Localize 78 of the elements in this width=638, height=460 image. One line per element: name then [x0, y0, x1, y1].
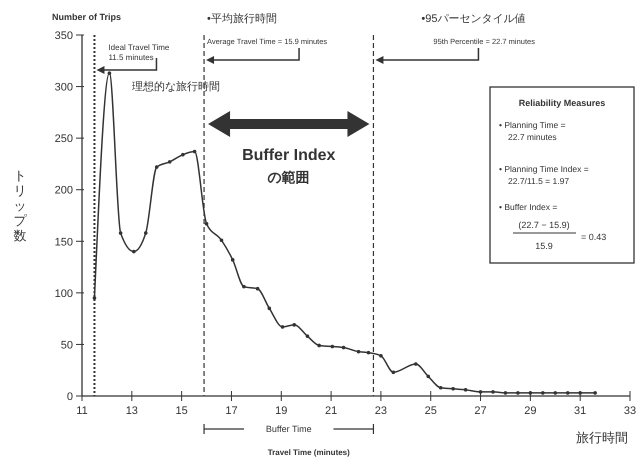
x-tick-label: 23 [374, 405, 388, 417]
y-tick-label: 100 [54, 288, 73, 300]
x-tick-label: 13 [126, 405, 138, 417]
x-tick-label: 25 [424, 405, 437, 417]
point [516, 391, 520, 395]
point [478, 390, 482, 394]
x-tick-label: 15 [176, 405, 188, 417]
x-tick-label: 31 [574, 405, 586, 417]
text: •平均旅行時間 [207, 12, 277, 25]
point [366, 350, 370, 354]
annotation: • Planning Time = 22.7 minutes [499, 120, 566, 142]
x-tick-label: 19 [275, 405, 288, 417]
point [92, 296, 96, 300]
text: •95パーセンタイル値 [421, 13, 526, 25]
point [392, 370, 396, 374]
point [438, 386, 442, 390]
x-tick-label: 11 [76, 405, 88, 417]
point [118, 231, 122, 235]
point [426, 374, 430, 378]
point [541, 391, 545, 395]
y-tick-label: 150 [54, 236, 73, 248]
point [132, 250, 136, 254]
point [414, 362, 418, 366]
x-tick-label: 21 [324, 405, 338, 417]
annotation: Buffer Index [242, 147, 336, 164]
annotation: 理想的な旅行時間 [132, 80, 220, 93]
x-tick-label: 29 [524, 405, 536, 417]
annotation: 15.9 [535, 241, 553, 251]
point [154, 165, 159, 169]
point [491, 390, 495, 394]
annotation: Reliability Measures [518, 98, 606, 108]
text: Number of Trips [52, 12, 122, 22]
y-tick-label: 200 [54, 184, 73, 197]
point [356, 350, 360, 354]
point [504, 391, 508, 395]
y-tick-label: 350 [54, 30, 73, 42]
point [566, 391, 570, 395]
x-axis-title: 旅行時間 [576, 430, 628, 445]
point [379, 354, 383, 358]
point [330, 344, 334, 348]
point [268, 306, 272, 310]
point [553, 391, 558, 395]
text: Travel Time (minutes) [268, 448, 350, 457]
point [280, 325, 284, 329]
point [242, 284, 246, 288]
point [593, 391, 597, 395]
annotation: = 0.43 [581, 232, 606, 242]
x-tick-label: 33 [624, 405, 636, 417]
point [578, 391, 582, 395]
point [317, 344, 321, 348]
y-tick-label: 300 [54, 82, 73, 94]
point [451, 386, 455, 391]
text: Buffer Time [266, 424, 312, 434]
x-tick-label: 27 [474, 405, 487, 417]
point [168, 160, 172, 164]
point [192, 150, 196, 154]
point [528, 391, 532, 395]
annotation: の範囲 [268, 169, 310, 185]
point [144, 231, 148, 235]
y-tick-label: 250 [54, 133, 73, 146]
annotation: (22.7 − 15.9) [518, 220, 570, 230]
y-tick-label: 50 [60, 339, 73, 352]
y-axis-title: トリップ数 [14, 168, 28, 243]
point [292, 323, 296, 327]
point [230, 258, 234, 262]
point [204, 222, 208, 226]
point [464, 388, 468, 392]
point [342, 346, 346, 350]
y-tick-label: 0 [66, 391, 73, 403]
ref-line-label: Ideal Travel Time 11.5 minutes [108, 43, 170, 62]
point [181, 152, 185, 156]
annotation: • Planning Time Index = 22.7/11.5 = 1.97 [499, 164, 589, 186]
point [220, 238, 224, 242]
x-tick-label: 17 [225, 405, 238, 417]
point [306, 334, 310, 338]
annotation: • Buffer Index = [499, 202, 558, 212]
point [108, 71, 112, 75]
point [256, 286, 260, 291]
